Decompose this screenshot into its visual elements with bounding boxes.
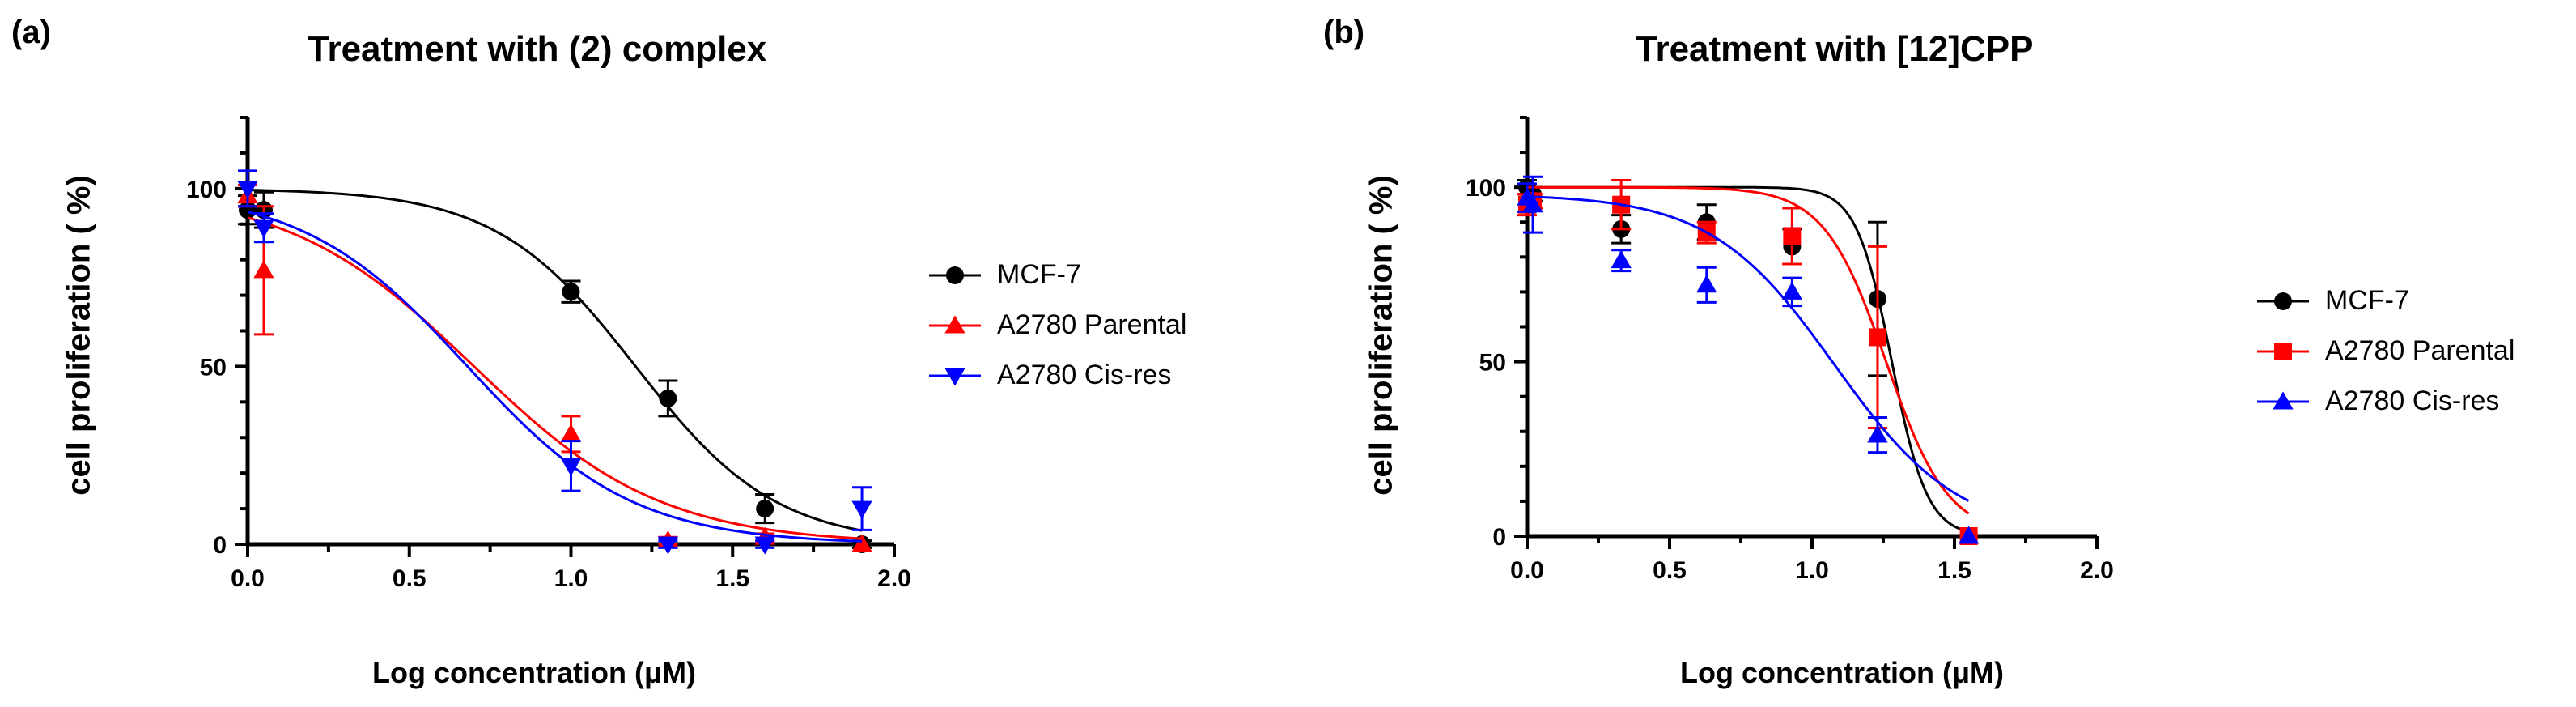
legend-label: MCF-7 bbox=[2325, 285, 2409, 316]
data-point bbox=[1958, 526, 1980, 544]
data-point bbox=[560, 458, 582, 477]
x-tick-label: 1.0 bbox=[554, 565, 588, 592]
x-tick-label: 0.0 bbox=[1510, 557, 1544, 584]
y-tick-label: 100 bbox=[186, 177, 227, 203]
x-tick-label: 2.0 bbox=[2080, 557, 2114, 584]
chart-title: Treatment with [12]CPP bbox=[1636, 29, 2034, 69]
chart-title: Treatment with (2) complex bbox=[308, 29, 767, 69]
legend-marker-icon bbox=[2257, 292, 2309, 310]
data-point bbox=[237, 181, 258, 199]
data-point bbox=[1781, 281, 1803, 300]
x-axis-title: Log concentration (μM) bbox=[1680, 656, 2004, 689]
data-point bbox=[1696, 275, 1717, 293]
x-tick-label: 2.0 bbox=[877, 565, 911, 592]
legend-label: A2780 Parental bbox=[2325, 335, 2515, 366]
data-point bbox=[754, 536, 775, 555]
x-tick-label: 1.5 bbox=[715, 565, 749, 592]
legend-marker-icon bbox=[2257, 391, 2309, 410]
data-point bbox=[1611, 249, 1632, 269]
legend-label: A2780 Parental bbox=[997, 309, 1187, 340]
panel-letter: (a) bbox=[11, 15, 51, 50]
data-point bbox=[851, 534, 872, 552]
plot-area: 0.0 0.5 1.0 1.5 2.0 0 50 100 bbox=[186, 116, 911, 592]
legend-marker-icon bbox=[929, 315, 981, 334]
data-point bbox=[253, 260, 274, 279]
fit-curve bbox=[1527, 185, 1970, 515]
legend-label: A2780 Cis-res bbox=[997, 360, 1172, 390]
y-tick-label: 50 bbox=[200, 354, 227, 381]
data-point bbox=[756, 500, 774, 518]
data-point bbox=[253, 219, 274, 238]
legend-marker-icon bbox=[929, 266, 981, 284]
fit-curve bbox=[247, 211, 863, 543]
data-point bbox=[1783, 227, 1802, 245]
legend-marker bbox=[946, 266, 964, 284]
data-point bbox=[1868, 328, 1886, 347]
fit-curve bbox=[247, 189, 863, 532]
chart-panel-b: (b) Treatment with [12]CPP cell prolifer… bbox=[1288, 0, 2576, 707]
data-point bbox=[562, 283, 580, 301]
legend-marker bbox=[2273, 391, 2294, 410]
data-point bbox=[560, 424, 582, 442]
fit-curve bbox=[247, 216, 863, 540]
x-tick-label: 1.0 bbox=[1795, 557, 1829, 584]
x-tick-label: 0.5 bbox=[1653, 557, 1687, 584]
x-axis-title: Log concentration (μM) bbox=[372, 656, 696, 689]
legend-marker-icon bbox=[929, 368, 981, 386]
data-point bbox=[1867, 424, 1888, 443]
legend-label: A2780 Cis-res bbox=[2325, 385, 2500, 416]
plot-area: 0.0 0.5 1.0 1.5 2.0 0 50 100 bbox=[1466, 116, 2114, 584]
x-tick-label: 0.5 bbox=[393, 565, 427, 592]
data-point bbox=[657, 536, 678, 555]
legend-marker bbox=[2274, 343, 2292, 360]
y-tick-label: 50 bbox=[1479, 350, 1506, 377]
fit-curve bbox=[1526, 195, 1970, 502]
x-tick-label: 0.0 bbox=[231, 565, 265, 592]
y-tick-label: 0 bbox=[1492, 524, 1506, 551]
x-tick-label: 1.5 bbox=[1937, 557, 1971, 584]
panel-letter: (b) bbox=[1323, 15, 1365, 50]
legend-marker-icon bbox=[2257, 343, 2309, 360]
data-point bbox=[851, 500, 872, 519]
chart-panel-a: (a) Treatment with (2) complex cell prol… bbox=[11, 15, 1187, 689]
legend-marker bbox=[944, 315, 965, 334]
y-tick-label: 100 bbox=[1466, 175, 1506, 202]
legend-marker bbox=[944, 368, 965, 386]
data-point bbox=[1522, 194, 1543, 213]
legend-marker bbox=[2274, 292, 2292, 310]
data-point bbox=[659, 389, 677, 407]
legend-label: MCF-7 bbox=[997, 259, 1081, 290]
y-tick-label: 0 bbox=[213, 532, 227, 559]
fit-curve bbox=[1527, 185, 1969, 533]
